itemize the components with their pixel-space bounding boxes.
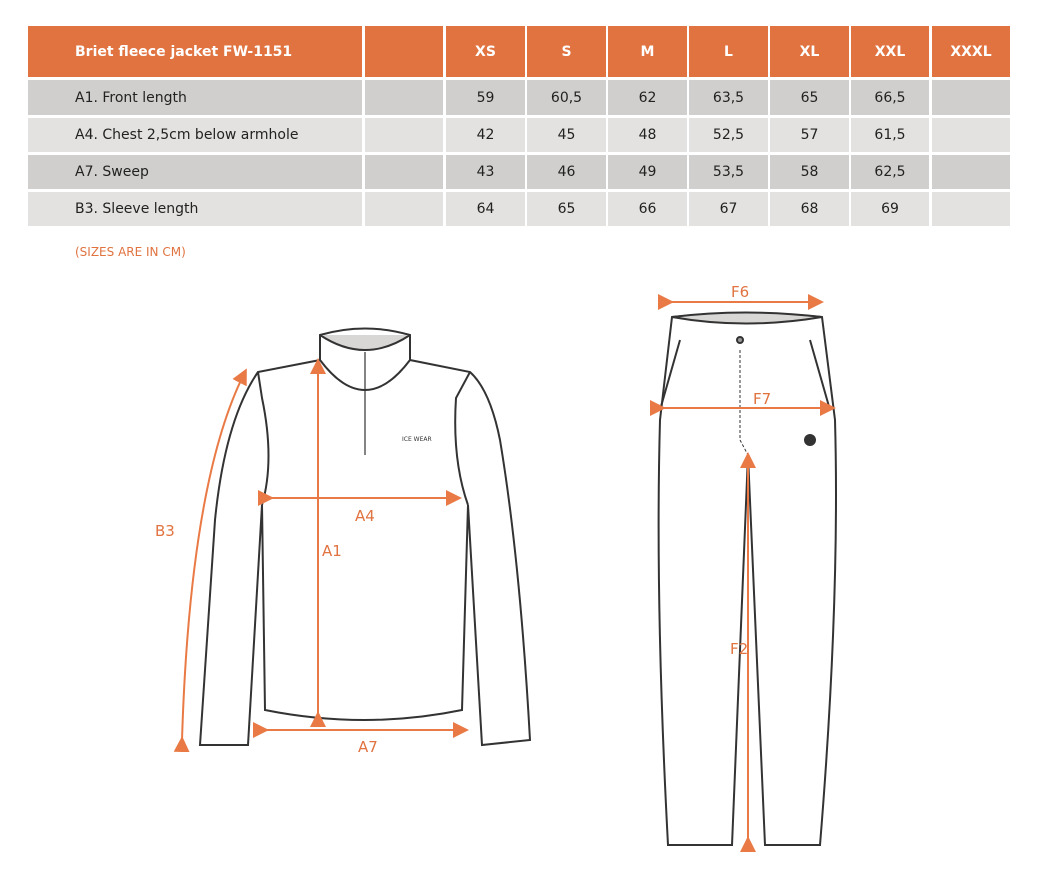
- size-header: XXL: [851, 26, 929, 77]
- label-b3: B3: [155, 522, 175, 540]
- size-header: L: [689, 26, 768, 77]
- table-cell: 52,5: [689, 118, 768, 152]
- size-header: S: [527, 26, 606, 77]
- measure-arrows: [173, 294, 836, 852]
- table-cell: 57: [770, 118, 849, 152]
- label-f7: F7: [753, 390, 771, 408]
- table-cell: 59: [446, 80, 525, 115]
- size-header: M: [608, 26, 687, 77]
- table-cell: 68: [770, 192, 849, 226]
- label-f6: F6: [731, 283, 749, 301]
- header-blank: [365, 26, 443, 77]
- table-cell: 64: [446, 192, 525, 226]
- table-cell: 60,5: [527, 80, 606, 115]
- row-label: B3. Sleeve length: [28, 192, 362, 226]
- table-cell: 46: [527, 155, 606, 189]
- size-header: XS: [446, 26, 525, 77]
- table-cell: [932, 80, 1010, 115]
- table-cell: 48: [608, 118, 687, 152]
- table-cell: 66,5: [851, 80, 929, 115]
- label-a4: A4: [355, 507, 375, 525]
- row-label: A1. Front length: [28, 80, 362, 115]
- size-header: XXXL: [932, 26, 1010, 77]
- table-cell: 42: [446, 118, 525, 152]
- blank-cell: [365, 80, 443, 115]
- table-cell: 67: [689, 192, 768, 226]
- table-cell: 53,5: [689, 155, 768, 189]
- logo-ice-wear: ICE WEAR: [402, 436, 432, 443]
- blank-cell: [365, 192, 443, 226]
- size-header: XL: [770, 26, 849, 77]
- jacket-drawing: [198, 327, 532, 747]
- table-cell: 62,5: [851, 155, 929, 189]
- label-a1: A1: [322, 542, 342, 560]
- table-cell: 61,5: [851, 118, 929, 152]
- units-note: (SIZES ARE IN CM): [75, 245, 186, 259]
- table-cell: 66: [608, 192, 687, 226]
- table-cell: 65: [770, 80, 849, 115]
- table-cell: 43: [446, 155, 525, 189]
- table-cell: 65: [527, 192, 606, 226]
- table-cell: 45: [527, 118, 606, 152]
- pants-drawing: [657, 311, 837, 846]
- table-cell: [932, 155, 1010, 189]
- label-f2: F2: [730, 640, 748, 658]
- table-title: Briet fleece jacket FW-1151: [28, 26, 362, 77]
- table-cell: [932, 192, 1010, 226]
- blank-cell: [365, 118, 443, 152]
- table-cell: 62: [608, 80, 687, 115]
- table-cell: 63,5: [689, 80, 768, 115]
- row-label: A4. Chest 2,5cm below armhole: [28, 118, 362, 152]
- table-cell: [932, 118, 1010, 152]
- table-cell: 69: [851, 192, 929, 226]
- row-label: A7. Sweep: [28, 155, 362, 189]
- arrow-b3: [173, 368, 247, 753]
- label-a7: A7: [358, 738, 378, 756]
- blank-cell: [365, 155, 443, 189]
- table-cell: 49: [608, 155, 687, 189]
- table-cell: 58: [770, 155, 849, 189]
